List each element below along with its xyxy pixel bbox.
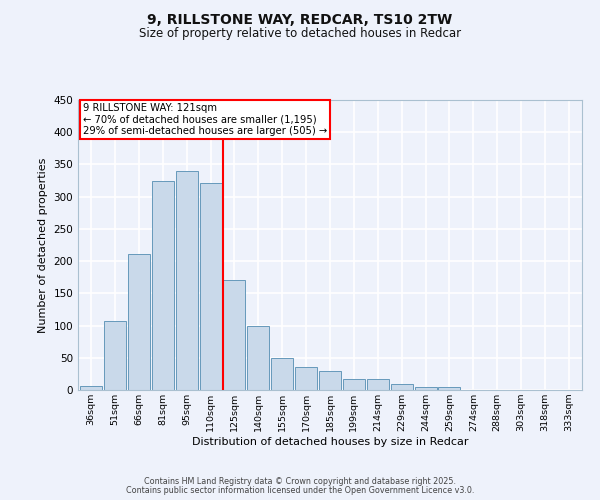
Bar (223, 280, 245, 390)
Bar (271, 358, 293, 390)
Bar (415, 388, 437, 390)
Bar (80, 386, 102, 390)
Bar (295, 367, 317, 390)
Y-axis label: Number of detached properties: Number of detached properties (38, 158, 48, 332)
Bar (247, 326, 269, 390)
Bar (439, 387, 460, 390)
Bar (128, 254, 150, 390)
Bar (200, 183, 221, 390)
Bar (104, 321, 126, 390)
Text: Contains public sector information licensed under the Open Government Licence v3: Contains public sector information licen… (126, 486, 474, 495)
Bar (152, 180, 174, 390)
Bar (176, 171, 197, 390)
X-axis label: Distribution of detached houses by size in Redcar: Distribution of detached houses by size … (192, 437, 468, 447)
Bar (343, 379, 365, 390)
Bar (367, 379, 389, 390)
Bar (391, 384, 413, 390)
Bar (319, 370, 341, 390)
Text: Size of property relative to detached houses in Redcar: Size of property relative to detached ho… (139, 28, 461, 40)
Text: 9 RILLSTONE WAY: 121sqm
← 70% of detached houses are smaller (1,195)
29% of semi: 9 RILLSTONE WAY: 121sqm ← 70% of detache… (83, 103, 327, 136)
Text: Contains HM Land Registry data © Crown copyright and database right 2025.: Contains HM Land Registry data © Crown c… (144, 477, 456, 486)
Text: 9, RILLSTONE WAY, REDCAR, TS10 2TW: 9, RILLSTONE WAY, REDCAR, TS10 2TW (148, 12, 452, 26)
